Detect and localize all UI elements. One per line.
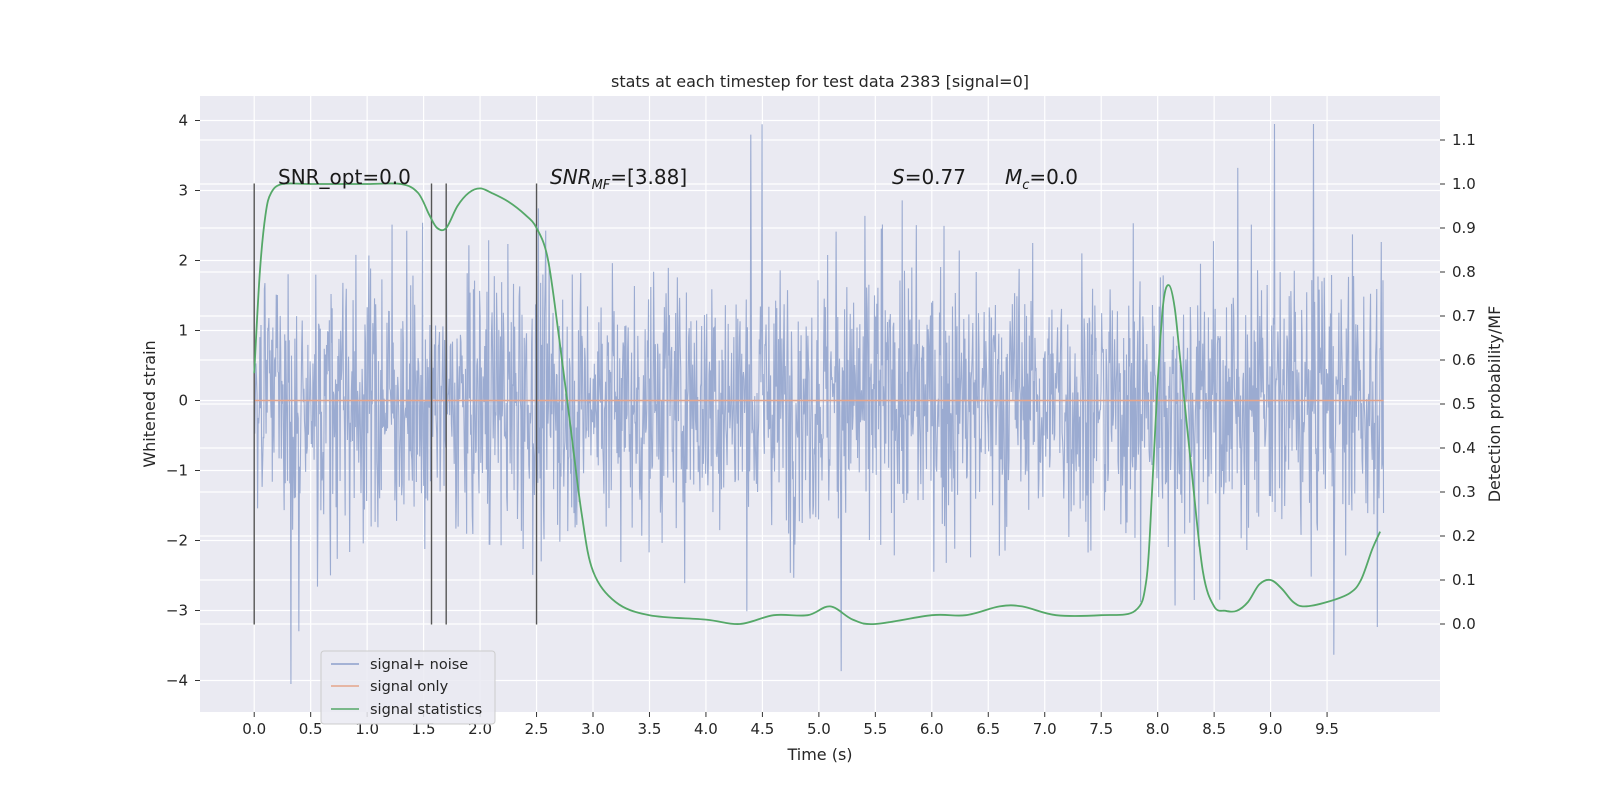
y-right-tick-label: 0.2 <box>1452 527 1476 545</box>
legend: signal+ noise signal only signal statist… <box>320 650 496 725</box>
x-tick-label: 6.0 <box>920 720 944 738</box>
y-left-tick-label: −1 <box>166 462 188 480</box>
y-right-tick-label: 0.6 <box>1452 351 1476 369</box>
annotation-s: S=0.77 <box>892 165 966 189</box>
x-axis-label: Time (s) <box>786 745 852 764</box>
x-tick-label: 4.0 <box>694 720 718 738</box>
y-right-tick-label: 0.5 <box>1452 395 1476 413</box>
s-value: =0.77 <box>905 165 966 189</box>
y-right-tick-label: 0.1 <box>1452 571 1476 589</box>
line-signal-plus-noise <box>253 123 1385 685</box>
annotation-mc: Mc=0.0 <box>1005 165 1078 193</box>
y-left-tick-label: 1 <box>178 322 188 340</box>
x-tick-label: 9.5 <box>1315 720 1339 738</box>
y-right-tick-label: 1.0 <box>1452 175 1476 193</box>
mc-value: =0.0 <box>1029 165 1078 189</box>
y-right-tick-label: 0.9 <box>1452 219 1476 237</box>
x-tick-label: 3.0 <box>581 720 605 738</box>
x-tick-label: 4.5 <box>750 720 774 738</box>
x-tick-label: 5.5 <box>863 720 887 738</box>
y-right-tick-label: 0.3 <box>1452 483 1476 501</box>
snr-mf-prefix: SNR <box>550 165 592 189</box>
legend-box <box>320 650 496 725</box>
x-tick-label: 0.5 <box>299 720 323 738</box>
y-axis-right-ticks: 0.0 0.1 0.2 0.3 0.4 0.5 0.6 0.7 0.8 0.9 1.0 1.1 <box>1440 131 1476 633</box>
y-right-tick-label: 0.7 <box>1452 307 1476 325</box>
legend-label-signal-statistics: signal statistics <box>370 702 482 718</box>
y-left-tick-label: 0 <box>178 392 188 410</box>
legend-label-signal-plus-noise: signal+ noise <box>370 657 468 673</box>
line-signal-statistics <box>253 182 1381 626</box>
x-tick-label: 7.5 <box>1089 720 1113 738</box>
y-axis-left-ticks: −4 −3 −2 −1 0 1 2 3 4 <box>166 112 200 690</box>
x-tick-label: 0.0 <box>242 720 266 738</box>
s-prefix: S <box>892 165 905 189</box>
x-tick-label: 7.0 <box>1033 720 1057 738</box>
x-tick-label: 9.0 <box>1259 720 1283 738</box>
snr-mf-subscript: MF <box>592 178 611 193</box>
annotation-snr-mf: SNRMF=[3.88] <box>550 165 687 193</box>
y-left-tick-label: 4 <box>178 112 188 130</box>
y-left-tick-label: −3 <box>166 602 188 620</box>
snr-mf-value: =[3.88] <box>610 165 687 189</box>
mc-subscript: c <box>1022 178 1029 193</box>
y-right-tick-label: 0.4 <box>1452 439 1476 457</box>
y-axis-right-title: Detection probability/MF <box>1485 306 1504 503</box>
y-right-tick-label: 1.1 <box>1452 131 1476 149</box>
marker-vertical-lines <box>253 183 538 625</box>
x-tick-label: 8.5 <box>1202 720 1226 738</box>
y-right-tick-label: 0.0 <box>1452 615 1476 633</box>
y-axis-left-title: Whitened strain <box>140 340 159 467</box>
chart-title: stats at each timestep for test data 238… <box>611 72 1029 91</box>
y-right-tick-label: 0.8 <box>1452 263 1476 281</box>
legend-label-signal-only: signal only <box>370 679 449 695</box>
x-tick-label: 6.5 <box>976 720 1000 738</box>
annotations: SNR_opt=0.0 SNRMF=[3.88] S=0.77 Mc=0.0 <box>278 165 1078 193</box>
y-left-tick-label: −4 <box>166 672 188 690</box>
x-tick-label: 5.0 <box>807 720 831 738</box>
x-tick-label: 8.0 <box>1146 720 1170 738</box>
y-left-tick-label: −2 <box>166 532 188 550</box>
annotation-snr-opt: SNR_opt=0.0 <box>278 165 411 189</box>
mc-prefix: M <box>1005 165 1022 189</box>
plot-area <box>200 96 1440 712</box>
x-tick-label: 3.5 <box>638 720 662 738</box>
x-axis-ticks: 0.0 0.5 1.0 1.5 2.0 2.5 3.0 3.5 4.0 4.5 5.0 5.5 6.0 6… <box>242 712 1339 738</box>
series-signal-plus-noise <box>253 123 1385 685</box>
y-left-tick-label: 2 <box>178 252 188 270</box>
x-tick-label: 2.5 <box>525 720 549 738</box>
series-signal-statistics <box>253 182 1381 626</box>
y-left-tick-label: 3 <box>178 182 188 200</box>
